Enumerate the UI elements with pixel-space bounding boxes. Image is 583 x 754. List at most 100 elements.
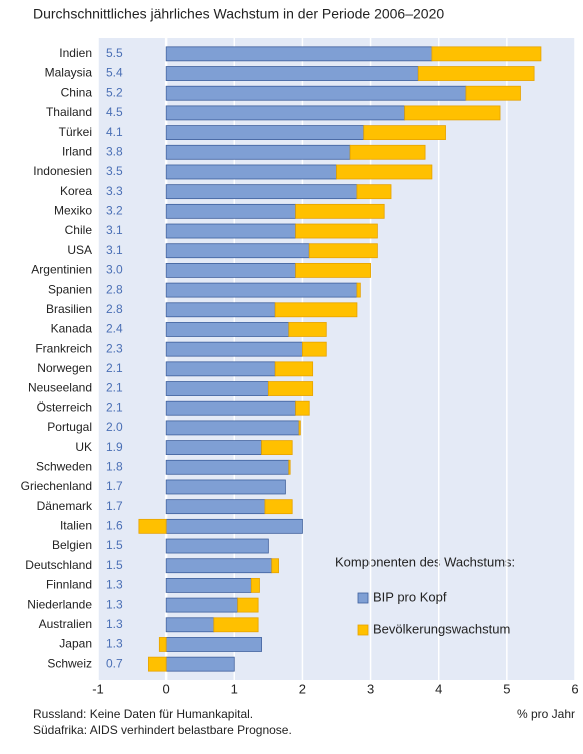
bar-segment [165,479,286,495]
growth-label: 3.5 [106,164,123,178]
bar-segment [267,381,314,396]
bar-segment [165,361,276,377]
bar-segment [288,459,291,475]
bar-segment [308,243,378,259]
growth-label: 4.1 [106,125,123,139]
category-label: Griechenland [21,479,92,493]
growth-label: 2.1 [106,361,123,375]
bar-segment [165,558,273,574]
category-label: Schweden [36,459,92,473]
category-label: Spanien [48,282,92,296]
x-tick-label: 2 [299,681,306,696]
category-label: Brasilien [46,302,92,316]
bar-segment [165,105,406,121]
bar-segment [237,597,259,613]
bar-segment [363,125,446,140]
bar-segment [295,400,310,416]
category-label: Korea [60,184,92,198]
growth-label: 1.7 [106,499,123,513]
bar-segment [165,518,303,534]
bar-segment [404,105,501,121]
bar-segment [165,440,262,455]
bar-segment [165,322,290,337]
category-label: USA [67,243,92,257]
category-label: Türkei [59,125,92,139]
category-label: Deutschland [25,558,92,572]
growth-label: 3.0 [106,263,123,277]
category-label: Australien [39,617,92,631]
bar-segment [417,66,535,81]
bar-segment [336,164,433,180]
bar-segment [165,637,262,652]
growth-label: 3.2 [106,204,123,218]
bar-segment [298,420,301,436]
category-label: Malaysia [45,66,93,80]
bar-segment [165,223,297,239]
category-label: Indien [59,46,92,60]
category-label: Indonesien [33,164,92,178]
growth-label: 2.1 [106,381,123,395]
bar-segment [295,223,378,239]
bar-segment [264,499,293,515]
growth-label: 1.6 [106,519,123,533]
category-label: UK [75,440,92,454]
bar-segment [271,558,279,574]
bar-segment [165,243,310,259]
bar-segment [302,341,327,357]
category-label: Chile [65,223,93,237]
growth-label: 1.3 [106,597,123,611]
category-label: Schweiz [47,656,92,670]
bar-segment [165,66,419,81]
bar-segment [165,164,337,180]
growth-label: 1.9 [106,440,123,454]
bar-segment [356,184,392,200]
x-tick-label: 3 [367,681,374,696]
growth-label: 2.8 [106,302,123,316]
bar-segment [165,263,297,278]
category-label: Neuseeland [28,381,92,395]
growth-label: 4.5 [106,105,123,119]
bar-segment [349,144,426,160]
growth-label: 1.8 [106,459,123,473]
growth-label: 5.5 [106,46,123,60]
x-tick-label: -1 [92,681,104,696]
category-label: Irland [62,144,92,158]
growth-label: 2.4 [106,322,123,336]
bar-segment [431,46,542,62]
x-tick-label: 0 [163,681,170,696]
bar-segment [165,302,276,318]
bar-segment [165,85,467,101]
bar-segment [165,538,269,554]
bar-segment [465,85,521,101]
category-label: Portugal [47,420,92,434]
legend-label: Bevölkerungswachstum [373,621,510,636]
growth-label: 2.3 [106,341,123,355]
bar-segment [165,459,290,475]
category-label: Österreich [37,400,92,414]
bar-segment [274,361,314,377]
bar-segment [148,656,167,672]
growth-label: 3.3 [106,184,123,198]
bar-segment [165,341,303,357]
growth-label: 1.3 [106,637,123,651]
growth-label: 1.3 [106,617,123,631]
category-label: Belgien [52,538,92,552]
bar-segment [165,282,358,298]
chart-title: Durchschnittliches jährliches Wachstum i… [33,6,444,22]
category-label: China [61,85,93,99]
growth-label: 1.5 [106,558,123,572]
growth-label: 5.2 [106,85,123,99]
category-label: Mexiko [54,204,92,218]
bar-segment [165,617,215,633]
bar-segment [295,203,385,219]
bar-segment [138,518,167,534]
note: Südafrika: AIDS verhindert belastbare Pr… [33,723,292,737]
legend-swatch [357,624,369,636]
x-tick-label: 5 [503,681,510,696]
bar-segment [165,46,433,62]
growth-label: 2.1 [106,400,123,414]
bar-segment [274,302,358,318]
bar-segment [165,400,297,416]
growth-label: 3.8 [106,144,123,158]
growth-label: 1.7 [106,479,123,493]
